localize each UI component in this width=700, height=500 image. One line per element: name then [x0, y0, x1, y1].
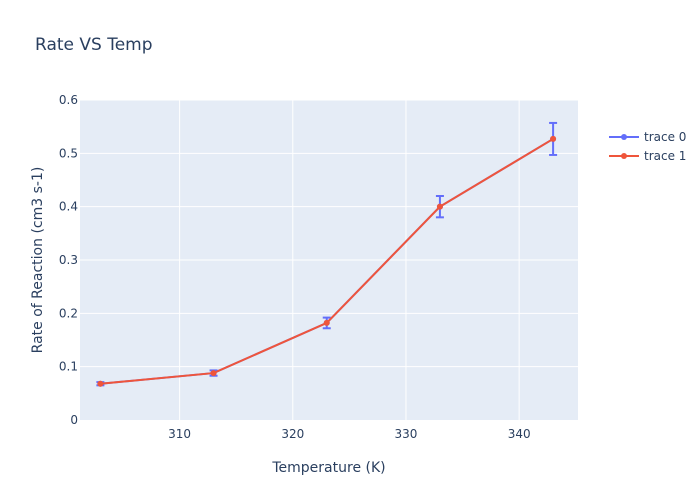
data-point: [323, 319, 330, 326]
y-tick-label: 0: [70, 413, 78, 427]
legend-marker-icon: [621, 153, 627, 159]
data-point: [436, 203, 443, 210]
data-point: [97, 380, 104, 387]
x-tick-label: 320: [281, 427, 304, 441]
y-tick-label: 0.3: [59, 253, 78, 267]
y-axis-ticks: 0 0.1 0.2 0.3 0.4 0.5 0.6: [59, 93, 78, 427]
legend-item-trace-0[interactable]: trace 0: [609, 130, 686, 144]
grid: [80, 99, 578, 420]
series-1: [97, 135, 557, 387]
y-tick-label: 0.6: [59, 93, 78, 107]
y-tick-label: 0.2: [59, 306, 78, 320]
y-tick-label: 0.5: [59, 146, 78, 160]
legend-item-trace-1[interactable]: trace 1: [609, 149, 686, 163]
traces: [96, 121, 558, 387]
x-tick-label: 310: [168, 427, 191, 441]
data-point: [550, 135, 557, 142]
legend-label: trace 1: [644, 149, 686, 163]
data-point: [210, 370, 217, 377]
y-tick-label: 0.4: [59, 200, 78, 214]
x-axis-ticks: 310 320 330 340: [168, 427, 530, 441]
legend-marker-icon: [621, 134, 627, 140]
y-axis-label: Rate of Reaction (cm3 s-1): [30, 167, 46, 354]
y-tick-label: 0.1: [59, 360, 78, 374]
legend-label: trace 0: [644, 130, 686, 144]
x-tick-label: 340: [508, 427, 531, 441]
legend[interactable]: trace 0 trace 1: [609, 130, 686, 163]
x-tick-label: 330: [395, 427, 418, 441]
chart-title: Rate VS Temp: [35, 35, 153, 55]
x-axis-label: Temperature (K): [271, 460, 385, 476]
